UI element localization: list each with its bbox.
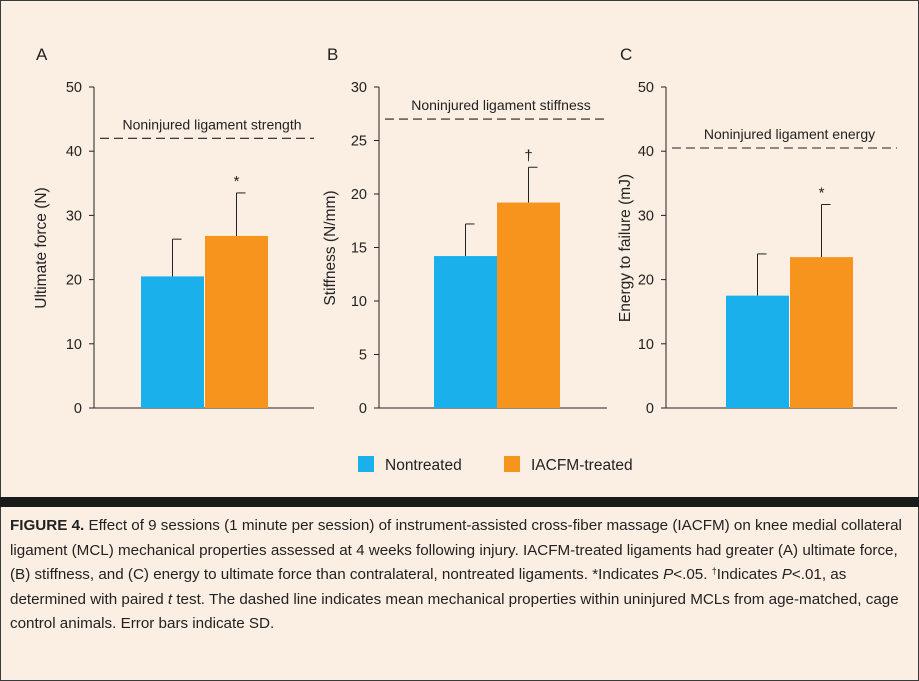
panel-b-ytick-label: 25 (351, 134, 367, 150)
panel-b-significance-marker: † (524, 147, 532, 164)
panel-a-iacfm-treated-bar (205, 235, 268, 408)
panel-a-ylabel: Ultimate force (N) (33, 187, 50, 308)
panel-c-ytick-label: 20 (638, 273, 654, 289)
panel-c-ytick-label: 50 (638, 80, 654, 96)
panel-b-ytick-label: 5 (359, 348, 367, 364)
panel-b-nontreated-bar (434, 256, 497, 408)
panel-b-ytick-label: 0 (359, 401, 367, 417)
panel-c-ytick-label: 30 (638, 208, 654, 224)
caption-text-4: <.01, as determined with paired (10, 566, 847, 608)
panel-a-reference-label: Noninjured ligament strength (123, 116, 302, 132)
panel-a-ytick-label: 40 (66, 144, 82, 160)
panel-c-ytick-label: 10 (638, 337, 654, 353)
panel-c-ytick-label: 0 (646, 401, 654, 417)
panel-a-label: A (36, 45, 48, 64)
panel-b-ylabel: Stiffness (N/mm) (322, 190, 339, 305)
panel-c-ylabel: Energy to failure (mJ) (617, 174, 634, 322)
panel-c-label: C (620, 45, 632, 64)
panel-a-nontreated-bar (141, 276, 204, 408)
panel-b-ytick-label: 10 (351, 294, 367, 310)
panel-c-iacfm-treated-bar (790, 257, 853, 408)
caption-text-5: test. The dashed line indicates mean mec… (10, 590, 899, 633)
caption-text-1: Effect of 9 sessions (1 minute per sessi… (10, 517, 902, 583)
figure-caption: FIGURE 4. Effect of 9 sessions (1 minute… (10, 514, 910, 637)
caption-text-3: Indicates (716, 566, 782, 583)
panel-c-significance-marker: * (819, 184, 825, 201)
legend-swatch-nontreated (358, 456, 374, 472)
panel-b-ytick-label: 15 (351, 241, 367, 257)
panel-c-ytick-label: 40 (638, 144, 654, 160)
legend-label-iacfm-treated: IACFM-treated (531, 457, 633, 474)
panel-b-ytick-label: 30 (351, 80, 367, 96)
legend-swatch-iacfm-treated (504, 456, 520, 472)
caption-label: FIGURE 4. (10, 517, 85, 534)
panel-a-ytick-label: 20 (66, 273, 82, 289)
panel-b-ytick-label: 20 (351, 187, 367, 203)
panel-c-reference-label: Noninjured ligament energy (704, 126, 875, 142)
caption-text-2: <.05. (673, 566, 712, 583)
caption-dagger: † (711, 566, 717, 576)
panel-c-nontreated-bar (726, 295, 789, 408)
panel-a-ytick-label: 50 (66, 80, 82, 96)
legend-label-nontreated: Nontreated (385, 457, 462, 474)
caption-divider (0, 497, 919, 507)
panel-a-ytick-label: 0 (74, 401, 82, 417)
panel-b-reference-label: Noninjured ligament stiffness (411, 97, 591, 113)
caption-t-symbol: t (167, 590, 173, 608)
panel-a-ytick-label: 10 (66, 337, 82, 353)
caption-p-symbol-2: P (781, 566, 792, 583)
panel-a-ytick-label: 30 (66, 208, 82, 224)
panel-b-label: B (327, 45, 338, 64)
caption-p-symbol-1: P (663, 566, 674, 583)
panel-b-iacfm-treated-bar (497, 202, 560, 408)
panel-a-significance-marker: * (234, 173, 240, 190)
